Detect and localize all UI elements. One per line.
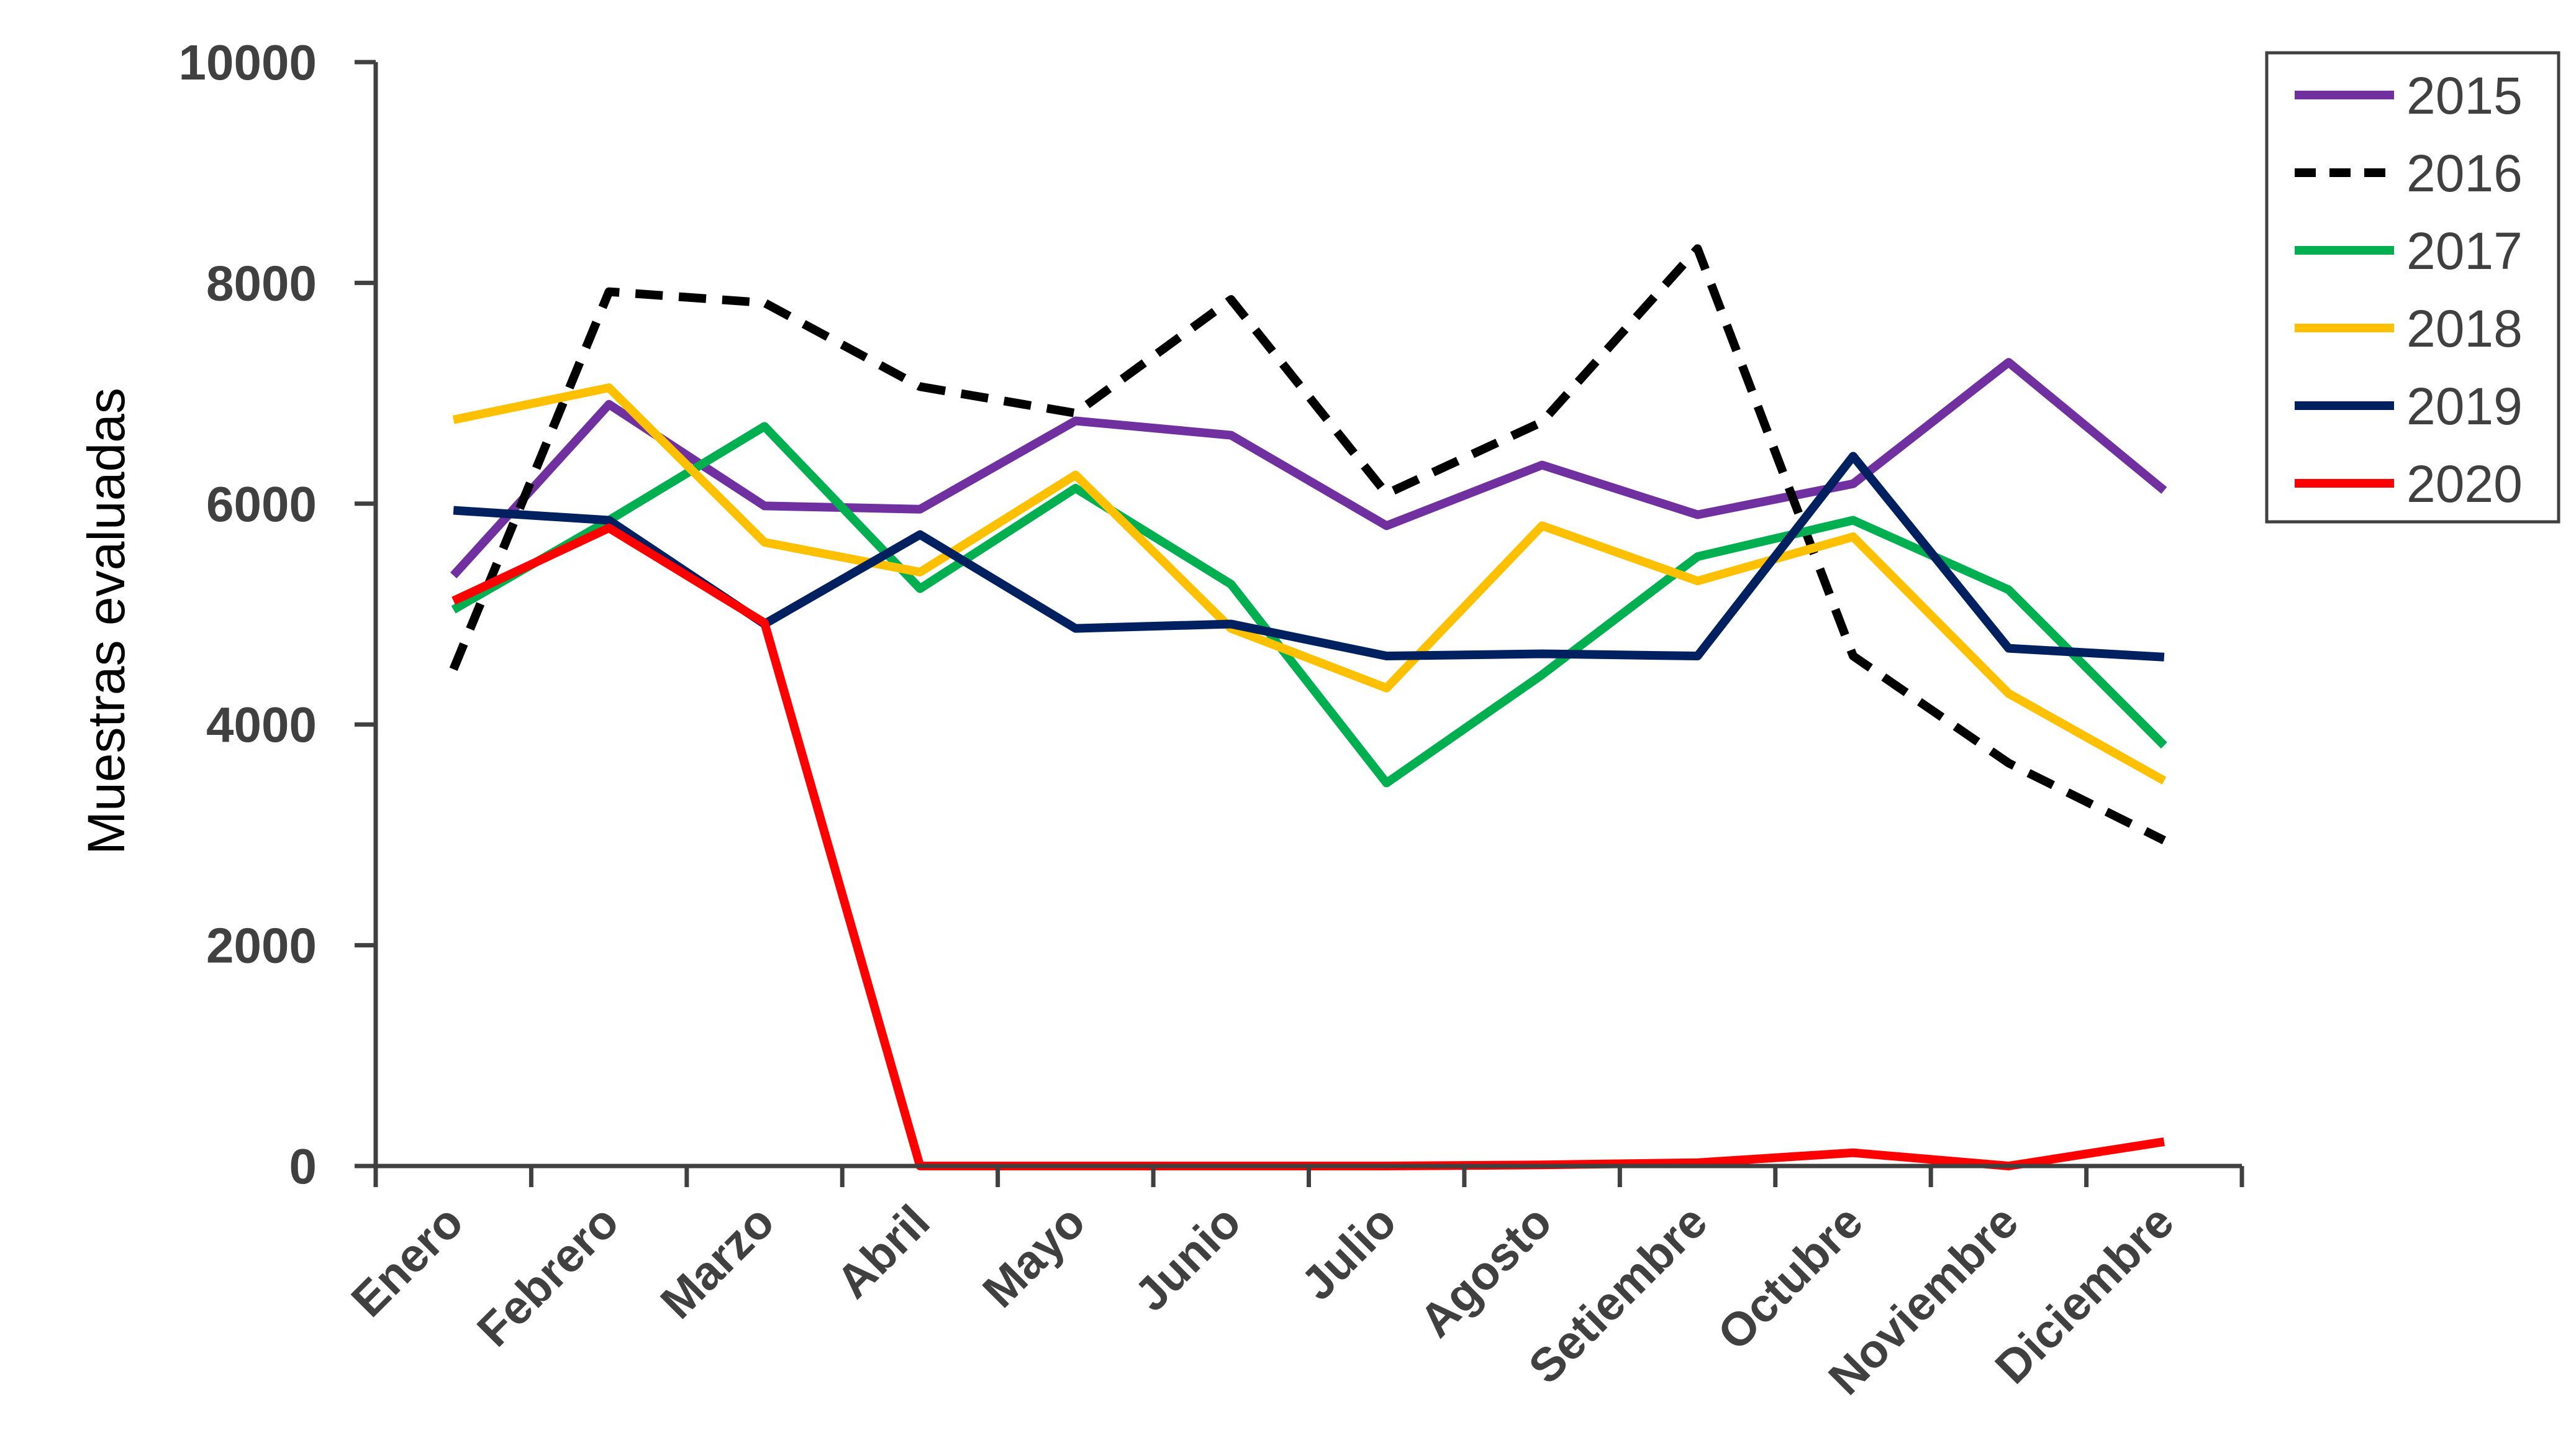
legend-label: 2019	[2406, 377, 2523, 435]
x-tick-label: Junio	[1125, 1195, 1251, 1321]
x-tick-label: Octubre	[1708, 1195, 1873, 1360]
legend-box	[2265, 51, 2560, 524]
x-tick-label: Febrero	[467, 1195, 628, 1357]
legend: 2015 2016 2017 2018 2019 2020	[2265, 51, 2560, 524]
series-line-2017	[451, 422, 2167, 788]
x-tick-label: Marzo	[651, 1195, 784, 1329]
y-tick-label: 6000	[206, 476, 317, 532]
series-line-2020	[451, 523, 2165, 1170]
y-tick-label: 0	[289, 1139, 317, 1194]
y-tick-label: 4000	[206, 697, 317, 752]
series-line-2015	[450, 358, 2167, 579]
legend-label: 2016	[2406, 144, 2523, 203]
legend-label: 2020	[2406, 455, 2523, 513]
plot-lines	[449, 244, 2167, 1170]
series-line-2016	[449, 244, 2166, 845]
series-line-2018	[452, 383, 2167, 785]
y-tick-label: 2000	[206, 918, 317, 973]
legend-label: 2015	[2406, 66, 2523, 125]
x-tick-label: Agosto	[1410, 1195, 1562, 1347]
legend-label: 2017	[2406, 222, 2523, 280]
y-tick-label: 8000	[206, 255, 317, 311]
y-tick-label: 10000	[179, 35, 317, 90]
x-tick-label: Enero	[342, 1195, 473, 1327]
y-axis-title: Muestras evaluadas	[77, 388, 135, 855]
x-tick-label: Julio	[1291, 1195, 1407, 1311]
x-tick-label: Abril	[827, 1195, 940, 1309]
x-tick-label: Mayo	[973, 1195, 1095, 1318]
legend-label: 2018	[2406, 299, 2523, 358]
